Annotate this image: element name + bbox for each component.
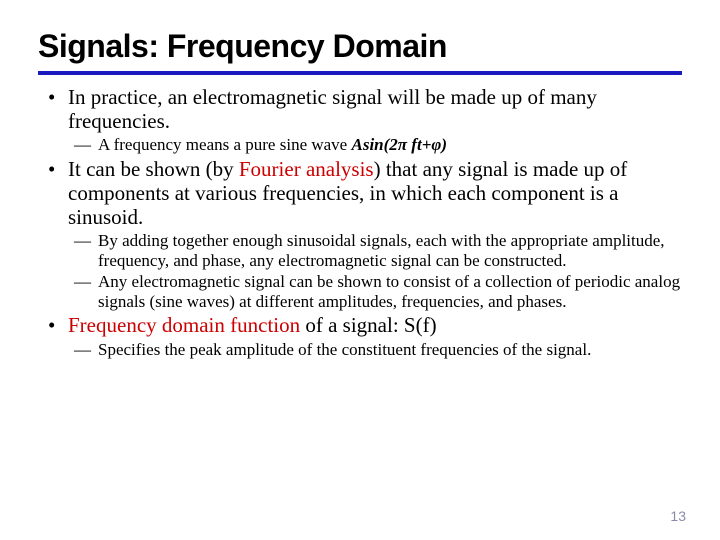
bullet-1-sub-1: A frequency means a pure sine wave Asin(…	[68, 135, 682, 155]
bullet-1: In practice, an electromagnetic signal w…	[38, 85, 682, 155]
bullet-1-sub-1-prefix: A frequency means a pure sine wave	[98, 135, 351, 154]
bullet-list: In practice, an electromagnetic signal w…	[38, 85, 682, 359]
bullet-1-text: In practice, an electromagnetic signal w…	[68, 85, 597, 133]
page-number: 13	[670, 508, 686, 524]
sine-formula: Asin(2π ft+φ)	[351, 135, 447, 154]
bullet-3-sub-1: Specifies the peak amplitude of the cons…	[68, 340, 682, 360]
bullet-2-prefix: It can be shown (by	[68, 157, 239, 181]
bullet-3-sub: Specifies the peak amplitude of the cons…	[68, 340, 682, 360]
bullet-2: It can be shown (by Fourier analysis) th…	[38, 157, 682, 312]
bullet-3-suffix: of a signal: S(f)	[300, 313, 436, 337]
bullet-2-sub: By adding together enough sinusoidal sig…	[68, 231, 682, 311]
slide-title: Signals: Frequency Domain	[38, 28, 682, 75]
bullet-2-sub-1: By adding together enough sinusoidal sig…	[68, 231, 682, 270]
freq-domain-text: Frequency domain function	[68, 313, 300, 337]
fourier-text: Fourier analysis	[239, 157, 374, 181]
bullet-3: Frequency domain function of a signal: S…	[38, 313, 682, 359]
bullet-1-sub: A frequency means a pure sine wave Asin(…	[68, 135, 682, 155]
bullet-2-sub-2: Any electromagnetic signal can be shown …	[68, 272, 682, 311]
